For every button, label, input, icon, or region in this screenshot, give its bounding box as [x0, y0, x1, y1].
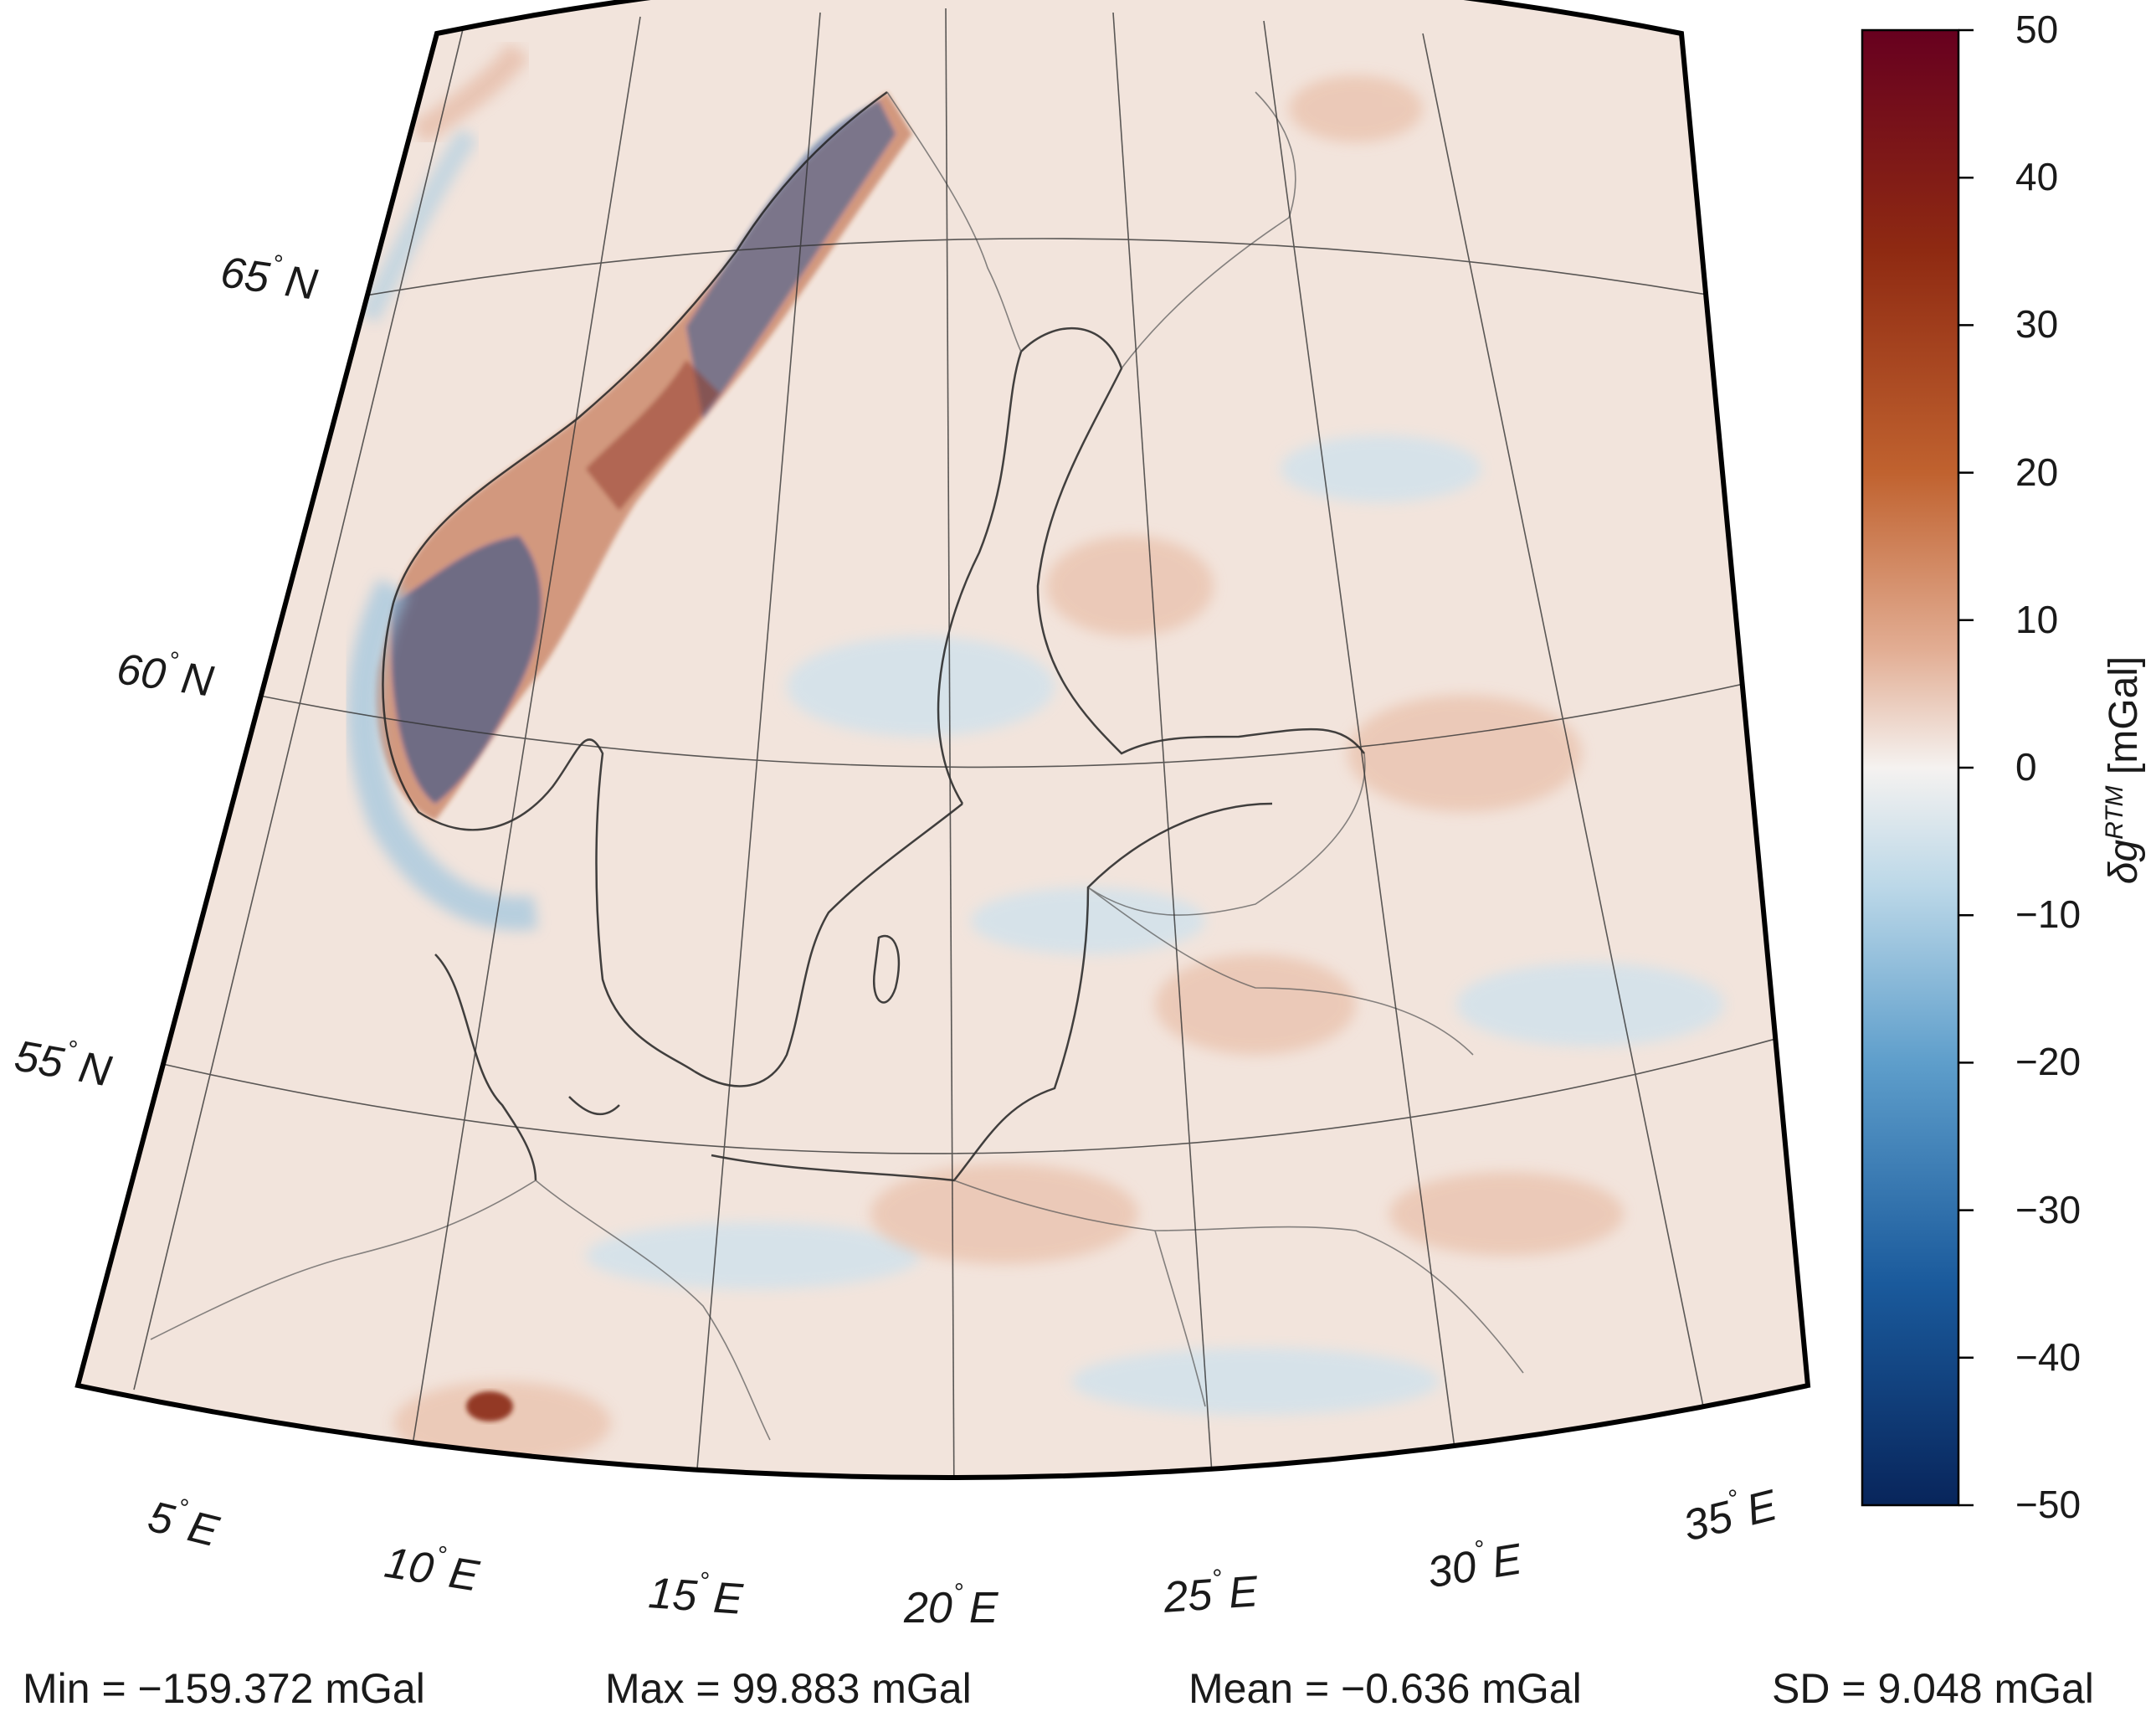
sweden-east-coast	[694, 803, 963, 1087]
colorbar-tick-label: 50	[2015, 8, 2059, 51]
map-frame	[74, 0, 1811, 1480]
lon-label-15: 15°E	[646, 1567, 745, 1624]
bothnia-coast	[937, 326, 1365, 805]
alps-hotspot	[466, 1391, 513, 1421]
baltic-south-coast	[711, 802, 1273, 1182]
colorbar-axis-label: δgRTM [mGal]	[2101, 655, 2146, 885]
sea-red-band	[411, 43, 530, 145]
denmark-coast	[434, 954, 620, 1181]
colorbar-ticks	[1958, 28, 1974, 1507]
colorbar-tick-label: 30	[2015, 302, 2059, 347]
gotland	[872, 934, 901, 1004]
colorbar-tick-label: −30	[2015, 1187, 2082, 1231]
colorbar-tick-label: 20	[2015, 450, 2059, 494]
meridian-25E	[1112, 12, 1214, 1478]
pale-red-patches	[393, 75, 1624, 1465]
sea-blue-band	[346, 578, 538, 931]
colorbar-tick-label: 0	[2015, 745, 2037, 789]
colorbar-tick-label: −40	[2015, 1334, 2082, 1379]
meridian-15E	[694, 12, 821, 1478]
colorbar-tick-label: −10	[2015, 892, 2082, 937]
colorbar-tick-label: 40	[2015, 155, 2059, 199]
lon-label-20: 20° E	[904, 1579, 998, 1632]
colorbar-tick-label: −20	[2015, 1040, 2082, 1084]
colorbar-tick-label: 10	[2015, 597, 2059, 641]
meridian-30E	[1263, 20, 1457, 1462]
meridian-35E	[1422, 33, 1704, 1407]
norway-signal	[375, 92, 912, 820]
stat-min: Min = −159.372 mGal	[23, 1665, 425, 1712]
stat-max: Max = 99.883 mGal	[605, 1665, 972, 1712]
graticule	[133, 8, 1779, 1478]
meridian-10E	[409, 16, 641, 1462]
stat-mean: Mean = −0.636 mGal	[1188, 1665, 1582, 1712]
parallel-60N	[254, 681, 1752, 769]
pale-blue-patches	[586, 435, 1724, 1415]
coastlines	[382, 90, 1365, 1182]
meridian-5E	[133, 28, 464, 1391]
stat-sd: SD = 9.048 mGal	[1772, 1665, 2094, 1712]
country-borders	[150, 91, 1524, 1441]
norway-coast	[382, 90, 888, 1073]
lon-label-25: 25°E	[1162, 1564, 1260, 1622]
meridian-20E	[945, 8, 955, 1478]
parallel-55N	[158, 1037, 1779, 1154]
parallel-65N	[355, 238, 1722, 298]
colorbar	[1861, 28, 1960, 1507]
colorbar-tick-label: −50	[2015, 1483, 2082, 1526]
